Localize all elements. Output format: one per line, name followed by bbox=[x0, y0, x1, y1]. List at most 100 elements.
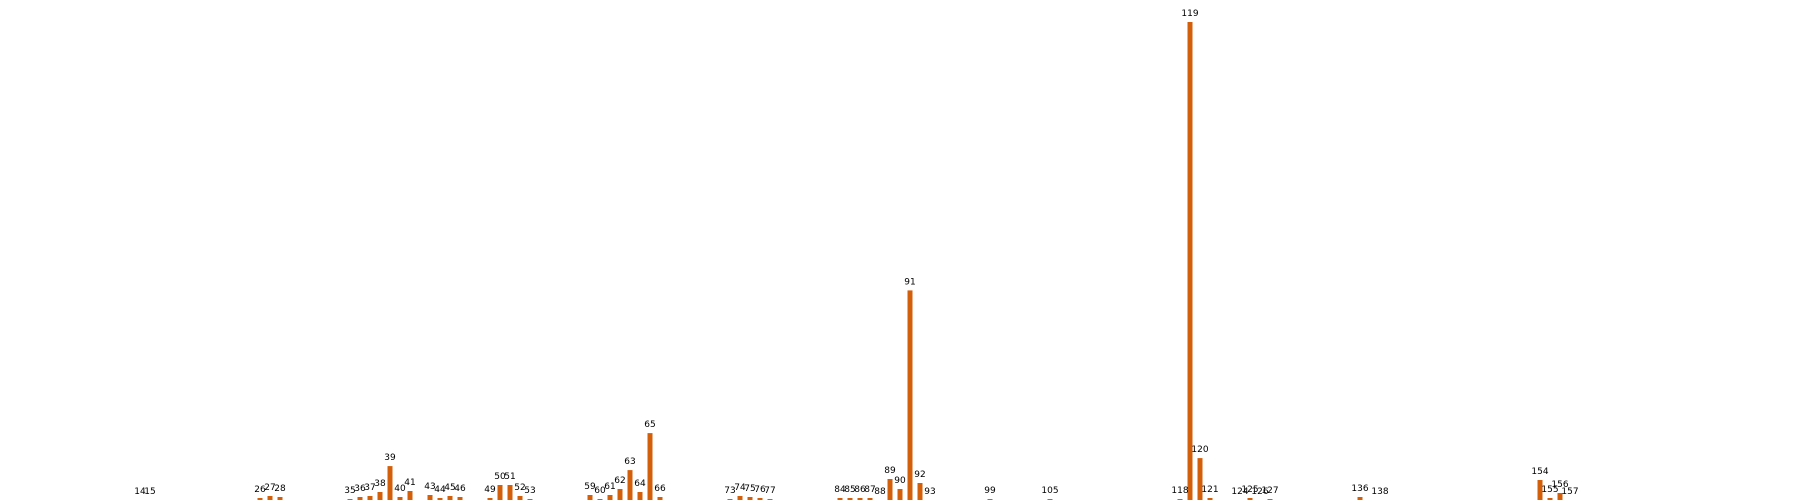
bar-label-27: 27 bbox=[264, 483, 275, 493]
bar-27 bbox=[267, 496, 273, 500]
bar-label-155: 155 bbox=[1541, 485, 1558, 495]
bar-label-36: 36 bbox=[354, 484, 366, 494]
bar-50 bbox=[497, 485, 503, 500]
bar-52 bbox=[517, 496, 523, 500]
bar-label-38: 38 bbox=[374, 479, 386, 489]
bar-label-73: 73 bbox=[724, 486, 735, 496]
bar-86 bbox=[857, 498, 863, 500]
bar-155 bbox=[1547, 498, 1553, 500]
bar-49 bbox=[487, 498, 493, 500]
bar-label-124: 124 bbox=[1231, 487, 1248, 497]
bar-label-44: 44 bbox=[434, 485, 446, 495]
bar-label-39: 39 bbox=[384, 453, 396, 463]
bar-label-37: 37 bbox=[364, 483, 375, 493]
bar-37 bbox=[367, 496, 373, 500]
bar-label-84: 84 bbox=[834, 485, 846, 495]
bar-76 bbox=[757, 498, 763, 500]
bar-119 bbox=[1187, 22, 1193, 500]
bar-120 bbox=[1197, 458, 1203, 500]
bar-66 bbox=[657, 497, 663, 500]
bar-label-59: 59 bbox=[584, 482, 596, 492]
bar-61 bbox=[607, 495, 613, 500]
bar-85 bbox=[847, 498, 853, 500]
bar-41 bbox=[407, 491, 413, 500]
bar-38 bbox=[377, 492, 383, 500]
bar-63 bbox=[627, 470, 633, 500]
bar-125 bbox=[1247, 498, 1253, 500]
bar-label-119: 119 bbox=[1181, 9, 1198, 19]
bar-label-91: 91 bbox=[904, 277, 915, 287]
bar-label-120: 120 bbox=[1191, 445, 1208, 455]
bar-64 bbox=[637, 492, 643, 500]
bar-28 bbox=[277, 497, 283, 500]
bar-label-65: 65 bbox=[644, 420, 655, 430]
bar-label-87: 87 bbox=[864, 485, 875, 495]
bar-label-105: 105 bbox=[1041, 486, 1058, 496]
bar-74 bbox=[737, 496, 743, 500]
bar-label-118: 118 bbox=[1171, 486, 1188, 496]
bar-label-66: 66 bbox=[654, 484, 666, 494]
bar-43 bbox=[427, 495, 433, 500]
bar-label-93: 93 bbox=[924, 487, 935, 497]
bar-label-86: 86 bbox=[854, 485, 866, 495]
bar-label-89: 89 bbox=[884, 466, 896, 476]
bar-label-157: 157 bbox=[1561, 487, 1578, 497]
bar-label-50: 50 bbox=[494, 472, 506, 482]
bar-75 bbox=[747, 497, 753, 500]
bar-39 bbox=[387, 466, 393, 500]
bar-label-77: 77 bbox=[764, 486, 775, 496]
bar-89 bbox=[887, 479, 893, 500]
bar-label-45: 45 bbox=[444, 483, 455, 493]
bar-label-28: 28 bbox=[274, 484, 286, 494]
bar-label-126: 126 bbox=[1251, 487, 1268, 497]
bar-46 bbox=[457, 497, 463, 500]
bars-group bbox=[257, 22, 1563, 500]
bar-90 bbox=[897, 489, 903, 500]
bar-label-26: 26 bbox=[254, 485, 266, 495]
bar-label-156: 156 bbox=[1551, 480, 1568, 490]
bar-154 bbox=[1537, 480, 1543, 500]
bar-label-62: 62 bbox=[614, 476, 625, 486]
bar-label-88: 88 bbox=[874, 487, 886, 497]
bar-label-40: 40 bbox=[394, 484, 406, 494]
bar-label-14: 14 bbox=[134, 487, 146, 497]
bar-label-92: 92 bbox=[914, 470, 925, 480]
bar-label-41: 41 bbox=[404, 478, 415, 488]
bar-45 bbox=[447, 496, 453, 500]
bar-label-63: 63 bbox=[624, 457, 635, 467]
bar-label-76: 76 bbox=[754, 485, 766, 495]
bar-label-43: 43 bbox=[424, 482, 435, 492]
bar-label-60: 60 bbox=[594, 486, 606, 496]
bar-87 bbox=[867, 498, 873, 500]
bar-label-51: 51 bbox=[504, 472, 515, 482]
bar-84 bbox=[837, 498, 843, 500]
bar-44 bbox=[437, 498, 443, 500]
bar-59 bbox=[587, 495, 593, 500]
bar-label-125: 125 bbox=[1241, 485, 1258, 495]
bar-label-90: 90 bbox=[894, 476, 906, 486]
bar-label-61: 61 bbox=[604, 482, 615, 492]
bar-label-74: 74 bbox=[734, 483, 746, 493]
bar-62 bbox=[617, 489, 623, 500]
bar-label-53: 53 bbox=[524, 486, 535, 496]
bar-40 bbox=[397, 497, 403, 500]
bar-156 bbox=[1557, 493, 1563, 500]
bar-label-46: 46 bbox=[454, 484, 466, 494]
bar-65 bbox=[647, 433, 653, 500]
bar-label-64: 64 bbox=[634, 479, 646, 489]
bar-label-49: 49 bbox=[484, 485, 496, 495]
bar-label-75: 75 bbox=[744, 484, 755, 494]
bar-label-136: 136 bbox=[1351, 484, 1368, 494]
bar-label-127: 127 bbox=[1261, 486, 1278, 496]
bar-label-35: 35 bbox=[344, 486, 355, 496]
bar-label-52: 52 bbox=[514, 483, 525, 493]
bar-51 bbox=[507, 485, 513, 500]
bar-26 bbox=[257, 498, 263, 500]
bar-label-138: 138 bbox=[1371, 487, 1388, 497]
bar-92 bbox=[917, 483, 923, 500]
bar-label-154: 154 bbox=[1531, 467, 1548, 477]
bar-121 bbox=[1207, 498, 1213, 500]
bar-136 bbox=[1357, 497, 1363, 500]
